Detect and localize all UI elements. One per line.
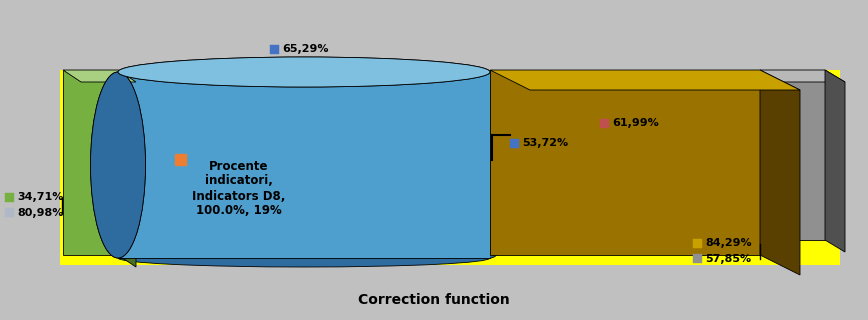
Ellipse shape — [90, 72, 146, 258]
Text: Procente
indicatori,
Indicators D8,
100.0%, 19%: Procente indicatori, Indicators D8, 100.… — [192, 159, 286, 218]
Polygon shape — [118, 70, 136, 267]
Ellipse shape — [118, 57, 490, 87]
Bar — [600, 119, 609, 128]
Ellipse shape — [118, 57, 490, 87]
Polygon shape — [60, 70, 840, 265]
Text: 65,29%: 65,29% — [282, 44, 328, 54]
Bar — [5, 208, 14, 217]
Polygon shape — [118, 72, 490, 258]
Polygon shape — [760, 70, 800, 275]
Text: 53,72%: 53,72% — [522, 139, 569, 148]
Bar — [270, 45, 279, 54]
Polygon shape — [490, 70, 800, 90]
Text: Correction function: Correction function — [358, 293, 510, 307]
Polygon shape — [118, 72, 490, 258]
Polygon shape — [490, 70, 760, 255]
Polygon shape — [63, 70, 136, 82]
Polygon shape — [760, 70, 845, 82]
Bar — [175, 154, 186, 165]
Polygon shape — [825, 70, 845, 252]
Text: 34,71%: 34,71% — [17, 193, 63, 203]
Ellipse shape — [90, 72, 146, 258]
Bar — [510, 139, 519, 148]
Polygon shape — [760, 70, 825, 240]
Text: 61,99%: 61,99% — [612, 118, 659, 129]
Ellipse shape — [118, 249, 490, 267]
Polygon shape — [63, 70, 118, 255]
Text: 84,29%: 84,29% — [705, 238, 752, 249]
Ellipse shape — [463, 72, 517, 258]
Bar — [693, 239, 702, 248]
Bar — [693, 254, 702, 263]
Text: 57,85%: 57,85% — [705, 253, 751, 263]
Text: 80,98%: 80,98% — [17, 207, 63, 218]
Bar — [5, 193, 14, 202]
